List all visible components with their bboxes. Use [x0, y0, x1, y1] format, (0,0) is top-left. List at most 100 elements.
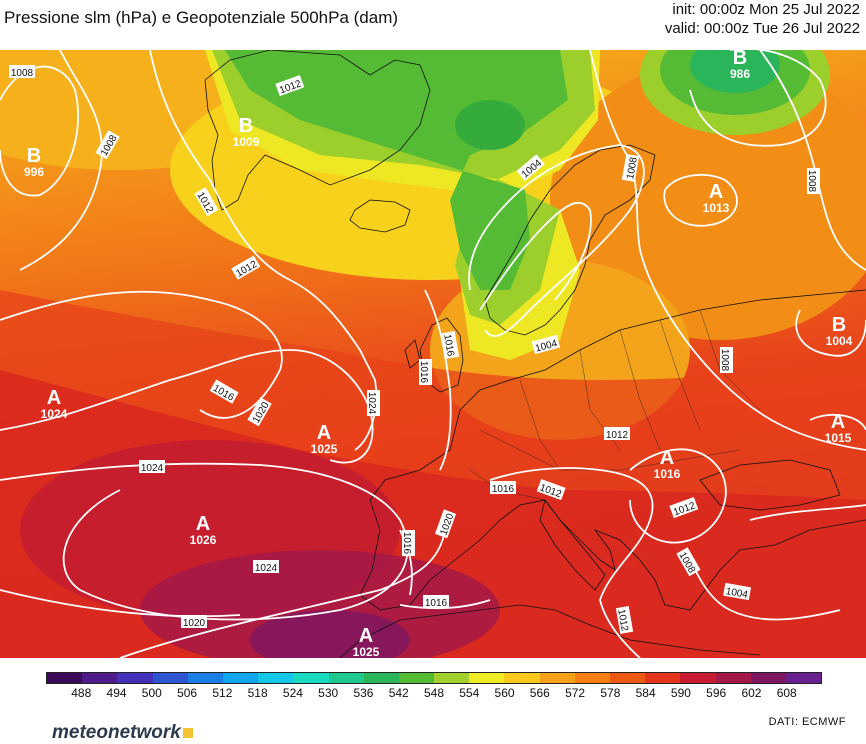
color-scale-tick: 512	[212, 686, 233, 700]
center-value: 996	[24, 165, 44, 179]
isobar-label: 1020	[183, 618, 206, 629]
isobar-label: 1016	[418, 361, 429, 384]
center-value: 1013	[703, 201, 730, 215]
color-scale-tick: 500	[141, 686, 162, 700]
color-scale-tick: 542	[388, 686, 409, 700]
isobar-label: 1016	[401, 532, 412, 555]
isobars	[0, 50, 866, 658]
color-scale-swatch	[47, 673, 83, 683]
isobar-label: 1016	[441, 333, 456, 357]
color-scale-swatch	[610, 673, 646, 683]
color-scale-tick: 494	[106, 686, 127, 700]
color-scale-bar	[46, 672, 822, 684]
center-letter: A	[47, 387, 61, 409]
isobar-label: 1024	[255, 563, 278, 574]
color-scale-tick: 506	[177, 686, 198, 700]
color-scale-swatch	[434, 673, 470, 683]
color-scale-swatch	[750, 673, 786, 683]
isobar-label: 1008	[806, 170, 817, 193]
color-scale-swatch	[222, 673, 259, 683]
color-scale-swatch	[328, 673, 364, 683]
center-letter: A	[359, 625, 373, 647]
isobar-label: 1016	[492, 484, 515, 495]
logo-square-icon	[182, 728, 193, 738]
isobar-label: 1012	[615, 608, 630, 632]
center-letter: B	[832, 314, 846, 336]
center-value: 1016	[654, 467, 681, 481]
center-letter: A	[660, 447, 674, 469]
color-scale-tick: 608	[776, 686, 797, 700]
center-letter: B	[733, 50, 747, 69]
geopotential-fill-zones	[0, 50, 866, 658]
color-scale-swatch	[574, 673, 610, 683]
isobar-label: 1024	[141, 463, 164, 474]
color-scale-swatch	[117, 673, 153, 683]
iceland-coast	[349, 199, 411, 233]
black-sea-coast	[699, 459, 841, 511]
center-letter: B	[239, 115, 253, 137]
map-svg: 1008 1012 1004 1008 1008 1012 1016 1004 …	[0, 50, 866, 658]
greenland-coast	[204, 50, 431, 211]
color-scale-swatch	[539, 673, 575, 683]
center-value: 1015	[825, 431, 852, 445]
init-time: init: 00:00z Mon 25 Jul 2022	[672, 1, 860, 18]
color-scale-tick: 602	[741, 686, 762, 700]
color-scale-tick: 488	[71, 686, 92, 700]
color-scale-swatch	[398, 673, 435, 683]
isobar-label: 1004	[725, 586, 749, 601]
color-scale-tick: 596	[706, 686, 727, 700]
logo-text: meteonetwork	[52, 722, 181, 743]
color-scale-swatch	[785, 673, 822, 683]
isobar-label: 1008	[11, 68, 34, 79]
center-value: 986	[730, 67, 750, 81]
isobar-label: 1012	[606, 430, 629, 441]
color-scale-tick: 530	[318, 686, 339, 700]
color-scale-tick: 590	[670, 686, 691, 700]
color-scale-tick: 536	[353, 686, 374, 700]
center-value: 1025	[353, 645, 380, 658]
center-letter: A	[196, 513, 210, 535]
data-credit: DATI: ECMWF	[768, 716, 846, 728]
isobar-label: 1016	[425, 598, 448, 609]
color-scale-swatch	[152, 673, 188, 683]
color-scale-tick: 578	[600, 686, 621, 700]
color-scale-swatch	[645, 673, 681, 683]
color-scale-swatch	[258, 673, 294, 683]
valid-time: valid: 00:00z Tue 26 Jul 2022	[664, 20, 860, 37]
color-scale-tick: 548	[423, 686, 445, 700]
scandinavia-coast	[484, 144, 656, 336]
weather-map: 1008 1012 1004 1008 1008 1012 1016 1004 …	[0, 50, 866, 658]
run-info: init: 00:00z Mon 25 Jul 2022 valid: 00:0…	[665, 0, 860, 38]
color-scale-ticks: 488 494 500 506 512 518 524 530 536 542 548 554 560 5…	[46, 686, 822, 702]
center-letter: A	[317, 422, 331, 444]
color-scale-swatch	[469, 673, 505, 683]
color-scale-swatch	[504, 673, 540, 683]
color-scale-swatch	[187, 673, 223, 683]
italy-coast	[539, 499, 606, 591]
chart-title: Pressione slm (hPa) e Geopotenziale 500h…	[4, 8, 399, 27]
color-scale-swatch	[363, 673, 399, 683]
isobar-label: 1024	[366, 392, 377, 415]
color-scale-tick: 584	[635, 686, 656, 700]
logo: meteonetwork	[52, 722, 193, 744]
isobar-label: 1008	[719, 349, 730, 372]
center-value: 1009	[233, 135, 260, 149]
color-scale-swatch	[680, 673, 716, 683]
color-scale-tick: 566	[529, 686, 550, 700]
africa-coast	[339, 604, 761, 658]
color-scale-tick: 554	[459, 686, 480, 700]
color-scale-tick: 572	[565, 686, 586, 700]
color-scale-tick: 518	[247, 686, 268, 700]
center-letter: A	[709, 181, 723, 203]
